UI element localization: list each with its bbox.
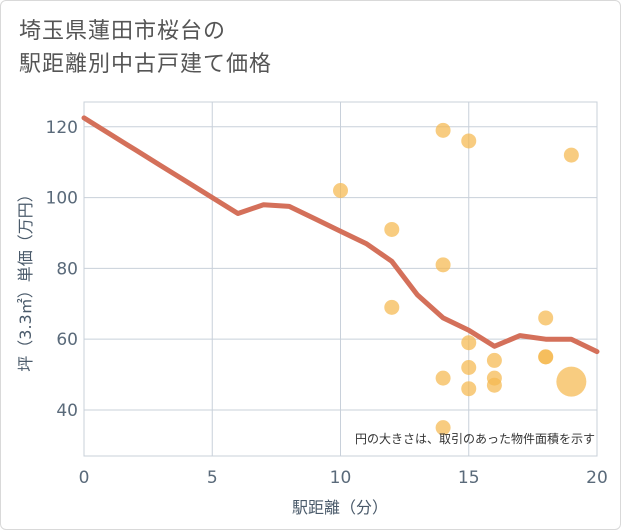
y-tick-label: 100	[46, 189, 78, 209]
data-point	[538, 310, 554, 326]
data-point	[556, 366, 587, 397]
data-point	[461, 360, 477, 375]
data-point	[461, 381, 477, 397]
x-tick-label: 5	[207, 468, 218, 488]
x-tick-label: 10	[330, 468, 352, 488]
size-note: 円の大きさは、取引のあった物件面積を示す	[355, 431, 595, 446]
plot-frame	[83, 101, 598, 457]
data-point	[384, 221, 400, 237]
chart-title: 埼玉県蓮田市桜台の 駅距離別中古戸建て価格	[19, 15, 272, 81]
x-axis-label: 駅距離（分）	[292, 498, 388, 517]
y-tick-label: 60	[56, 330, 78, 350]
x-tick-label: 20	[586, 468, 608, 488]
x-tick-label: 0	[79, 468, 90, 488]
data-points	[333, 122, 587, 436]
data-point	[538, 349, 554, 365]
data-point	[384, 299, 400, 315]
data-point	[333, 183, 348, 198]
y-tick-label: 40	[56, 401, 78, 421]
title-line-1: 埼玉県蓮田市桜台の	[19, 19, 227, 44]
data-point	[435, 370, 451, 386]
y-tick-label: 80	[56, 259, 78, 279]
data-point	[435, 122, 451, 138]
data-point	[435, 257, 451, 273]
data-point	[486, 352, 502, 368]
x-tick-label: 15	[458, 468, 480, 488]
axis-ticks: 0 5 10 15 20 40 60 80 100 120	[46, 118, 608, 488]
data-point	[461, 133, 477, 149]
data-point	[563, 147, 579, 163]
y-axis-label: 坪（3.3㎡）単価（万円）	[16, 186, 35, 371]
data-point	[486, 377, 502, 393]
y-tick-label: 120	[46, 118, 78, 138]
trend-line	[81, 115, 600, 355]
data-point	[461, 335, 477, 351]
title-line-2: 駅距離別中古戸建て価格	[19, 52, 273, 77]
data-point	[435, 420, 451, 436]
